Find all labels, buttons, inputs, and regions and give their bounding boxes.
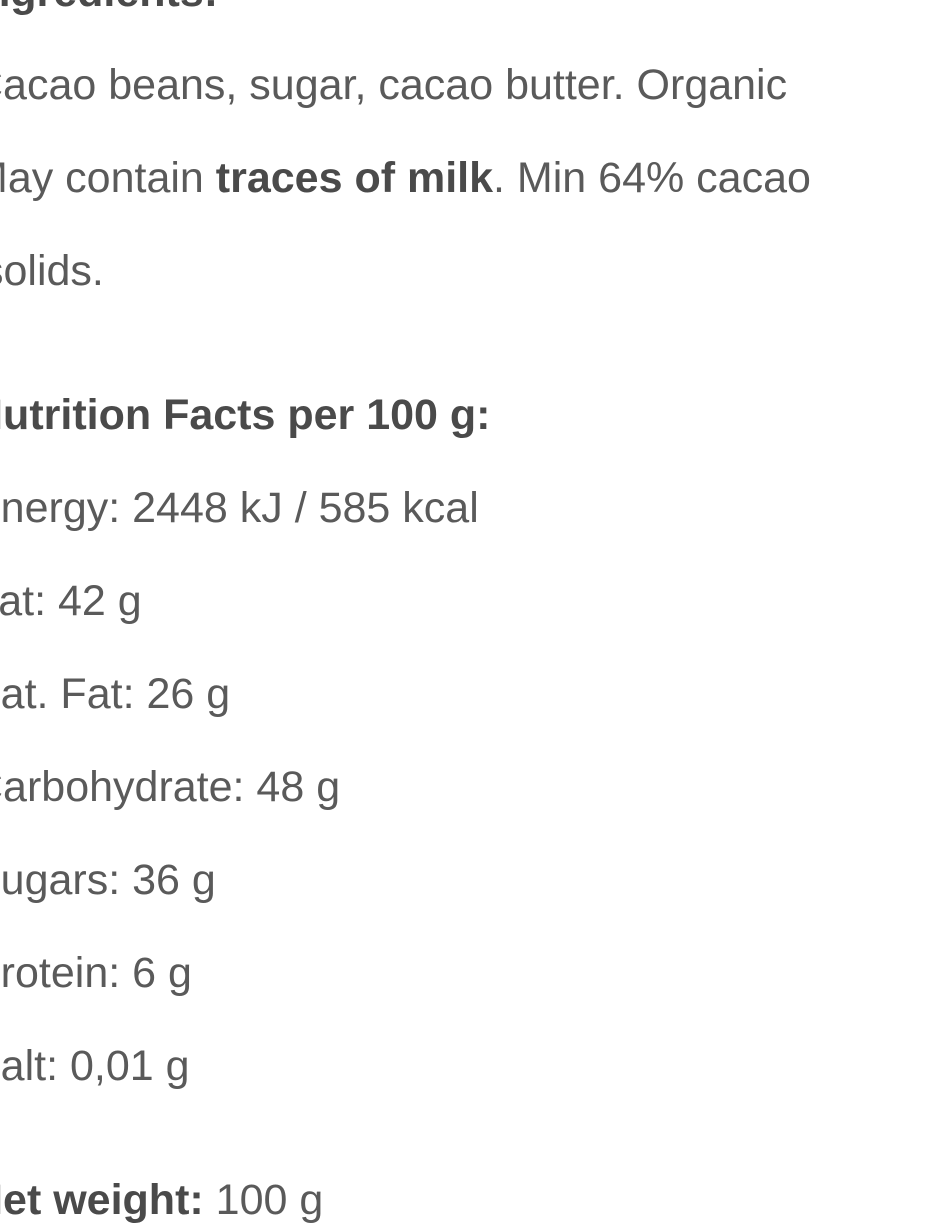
heading: Ingredients: [0,0,218,16]
value: 100 g [215,1176,324,1224]
nutrition-row: Sugars: 36 g [0,856,216,904]
ingredients-line: Cacao beans, sugar, cacao butter. Organi… [0,55,787,115]
text: solids. [0,247,104,295]
nutrition-row: Protein: 6 g [0,949,192,997]
label: Net weight: [0,1176,204,1224]
heading: Nutrition Facts per 100 g: [0,391,491,439]
ingredients-heading: Ingredients: [0,0,218,22]
text: Cacao beans, sugar, cacao butter. Organi… [0,61,788,109]
nutrition-row: Sat. Fat: 26 g [0,670,231,718]
nutrition-heading: Nutrition Facts per 100 g: [0,385,490,445]
text: May contain [0,154,204,202]
ingredients-line: solids. [0,241,104,301]
ingredients-line: May contain traces of milk. Min 64% caca… [0,148,811,208]
nutrition-row: Fat: 42 g [0,577,142,625]
nutrition-row: Salt: 0,01 g [0,1042,190,1090]
nutrition-row: Carbohydrate: 48 g [0,763,341,811]
text: . Min 64% cacao [493,154,811,202]
allergen: traces of milk [215,154,494,202]
nutrition-row: Energy: 2448 kJ / 585 kcal [0,484,479,532]
net-weight: Net weight: 100 g [0,1170,323,1230]
